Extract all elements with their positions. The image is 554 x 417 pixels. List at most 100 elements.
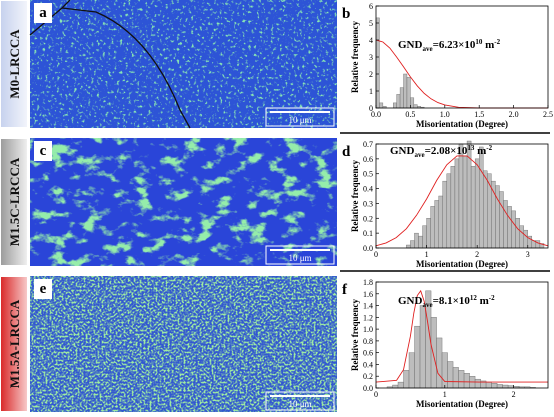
bar: [474, 158, 480, 249]
y-tick-label: 0.7: [363, 140, 373, 149]
bar: [511, 210, 516, 249]
y-tick-label: 0.4: [363, 185, 373, 194]
y-tick-label: 2: [369, 70, 373, 79]
annotation-unit: m: [477, 295, 489, 307]
y-tick-label: 0: [369, 104, 373, 113]
image-letter: c: [40, 143, 47, 159]
y-tick-label: 1: [369, 87, 373, 96]
bar: [447, 361, 454, 389]
x-tick-label: 1.0: [440, 110, 450, 119]
bar: [458, 143, 464, 249]
x-tick-label: 2.0: [509, 110, 519, 119]
bar: [434, 200, 439, 249]
x-tick-label: 0: [374, 250, 378, 259]
x-tick-label: 1: [425, 250, 429, 259]
x-tick-label: 2: [512, 390, 516, 399]
bar: [406, 244, 411, 249]
annotation-sub: ave: [414, 151, 424, 159]
x-axis-label: Misorientation (Degree): [416, 119, 508, 129]
annotation-base: GND: [398, 295, 423, 307]
panel-label: b: [342, 6, 350, 22]
bar: [399, 87, 404, 109]
panel-label: d: [342, 144, 351, 160]
annotation: GNDave=2.08×1013 m-2: [390, 144, 493, 159]
scale-box: [265, 245, 335, 265]
x-tick-label: 0: [374, 390, 378, 399]
scale-label: 10 μm: [288, 115, 311, 125]
micrograph-texture: [30, 0, 337, 128]
x-axis-label: Misorientation (Degree): [416, 399, 508, 409]
bar: [503, 200, 508, 249]
bar: [515, 218, 520, 249]
y-tick-label: 0.5: [363, 170, 373, 179]
bar: [446, 173, 452, 249]
bar: [519, 225, 524, 249]
plot-frame: [375, 143, 549, 249]
annotation-unit-sup: -2: [486, 144, 492, 152]
fit-line: [375, 289, 548, 383]
bar: [414, 325, 421, 389]
side-label: M1.5C-LRCCA: [7, 157, 22, 246]
annotation-unit: m: [482, 39, 494, 51]
bar: [426, 218, 431, 249]
bar: [397, 381, 404, 389]
bar: [436, 337, 443, 389]
y-tick-label: 0.1: [363, 229, 373, 238]
bar: [403, 73, 408, 109]
annotation: GNDave=8.1×1012 m-2: [398, 294, 495, 309]
y-axis-label: Relative frequency: [350, 298, 360, 371]
side-label: M1.5A-LRCCA: [7, 299, 22, 388]
bar: [495, 185, 500, 249]
micrograph-texture: [30, 138, 337, 266]
bar: [393, 102, 397, 109]
annotation-sup: 12: [470, 294, 478, 302]
scale-label: 10 μm: [288, 253, 311, 263]
bar: [392, 384, 399, 389]
letter-box: [34, 3, 52, 23]
annotation-base: GND: [398, 39, 423, 51]
annotation-unit-sup: -2: [494, 38, 500, 46]
bar: [408, 352, 415, 389]
x-tick-label: 1: [443, 390, 447, 399]
annotation-unit: m: [474, 145, 486, 157]
bar: [379, 102, 384, 109]
scale-label: 10 μm: [288, 399, 311, 409]
y-tick-label: 0.2: [363, 372, 373, 381]
bar: [422, 225, 427, 249]
y-tick-label: 4: [369, 36, 373, 45]
bar: [470, 166, 476, 249]
annotation-sub: ave: [422, 301, 432, 309]
x-tick-label: 0.0: [371, 110, 381, 119]
side-box: [1, 1, 27, 127]
bar: [410, 240, 415, 249]
annotation-sub: ave: [422, 45, 432, 53]
x-tick-label: 1.5: [474, 110, 484, 119]
x-tick-label: 2: [475, 250, 479, 259]
bar: [463, 373, 470, 389]
x-axis-label: Misorientation (Degree): [416, 259, 508, 269]
side-label: M0-LRCCA: [7, 29, 22, 99]
annotation-sup: 13: [467, 144, 475, 152]
bar: [414, 232, 419, 249]
letter-box: [34, 279, 52, 299]
y-axis-label: Relative frequency: [350, 159, 360, 232]
bar: [452, 367, 459, 389]
bar: [406, 77, 411, 109]
y-tick-label: 0.6: [363, 349, 373, 358]
bar: [474, 378, 481, 389]
bar: [418, 235, 423, 249]
side-box: [1, 277, 27, 411]
y-tick-label: 0.2: [363, 214, 373, 223]
bar: [485, 381, 492, 389]
bar: [496, 384, 503, 389]
bar: [483, 170, 488, 249]
y-tick-label: 1.6: [363, 290, 373, 299]
y-tick-label: 0.4: [363, 360, 373, 369]
annotation-unit-sup: -2: [489, 294, 495, 302]
y-tick-label: 0.8: [363, 337, 373, 346]
bar: [419, 305, 426, 389]
annotation-text: =2.08×10: [425, 145, 468, 157]
y-tick-label: 1.8: [363, 278, 373, 287]
bar: [413, 104, 418, 109]
